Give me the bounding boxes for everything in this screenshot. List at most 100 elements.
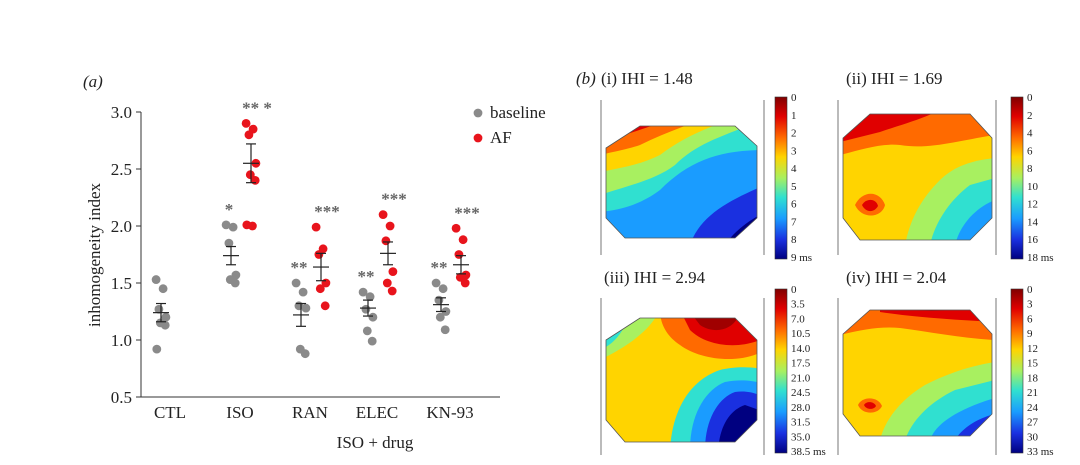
data-point-baseline <box>440 325 450 335</box>
x-tick-label: ISO <box>226 403 253 422</box>
data-point-af <box>385 221 395 231</box>
data-point-baseline <box>434 295 444 305</box>
data-point-baseline <box>151 275 161 284</box>
colorbar-iv <box>1010 288 1024 454</box>
colorbar-tick-label: 16 <box>1027 234 1039 246</box>
axes <box>136 111 500 398</box>
colorbar-tick-label: 1 <box>791 110 797 122</box>
map-label-iii: (iii) IHI = 2.94 <box>604 268 706 287</box>
colorbar-tick-label: 12 <box>1027 199 1038 211</box>
map-outline-iv <box>842 309 993 437</box>
data-point-baseline <box>361 304 371 314</box>
legend-marker-af <box>473 133 483 143</box>
significance-marker: ** * <box>242 98 272 117</box>
colorbar-tick-label: 12 <box>1027 343 1038 355</box>
data-point-af <box>245 170 255 180</box>
x-tick-label: CTL <box>154 403 186 422</box>
legend-marker-baseline <box>473 108 483 118</box>
data-point-af <box>451 223 461 233</box>
colorbar-tick-label: 15 <box>1027 358 1039 370</box>
colorbar-tick-label: 18 ms <box>1027 252 1054 264</box>
map-outline-ii <box>842 113 993 241</box>
colorbar-tick-label: 3.5 <box>791 299 805 311</box>
colorbar-tick-label: 6 <box>1027 313 1033 325</box>
colorbar-tick-label: 24.5 <box>791 387 811 399</box>
x-tick-label: KN-93 <box>426 403 473 422</box>
x-axis-label: ISO + drug <box>337 433 414 452</box>
panel-a-label: (a) <box>83 72 103 91</box>
colorbar-tick-label: 30 <box>1027 431 1039 443</box>
data-point-baseline <box>367 336 377 346</box>
colorbar-tick-label: 31.5 <box>791 417 811 429</box>
data-point-af <box>241 119 251 128</box>
colorbar-tick-label: 9 <box>1027 328 1033 340</box>
data-point-af <box>454 250 464 259</box>
colorbar-tick-label: 9 ms <box>791 252 812 264</box>
data-point-baseline <box>362 326 372 336</box>
significance-marker: ** <box>431 258 448 277</box>
significance-annotations: *** ** **** ********** <box>225 98 480 286</box>
data-point-baseline <box>435 312 445 322</box>
data-point-baseline <box>298 287 308 297</box>
activation-map-iii <box>606 318 757 442</box>
data-point-baseline <box>300 349 310 359</box>
significance-marker: * <box>225 200 234 219</box>
y-tick-label: 1.0 <box>111 331 132 350</box>
colorbar-tick-label: 7.0 <box>791 313 805 325</box>
data-point-baseline <box>291 278 301 288</box>
data-point-af <box>248 221 257 231</box>
colorbar-tick-label: 27 <box>1027 417 1039 429</box>
x-tick-label: RAN <box>292 403 328 422</box>
colorbar-tick-label: 0 <box>791 284 797 296</box>
data-point-af <box>320 301 330 311</box>
y-tick-label: 2.0 <box>111 217 132 236</box>
data-point-af <box>387 286 397 296</box>
data-point-baseline <box>221 220 231 230</box>
colorbar-tick-label: 38.5 ms <box>791 446 826 458</box>
y-tick-label: 0.5 <box>111 388 132 407</box>
colorbar-tick-label: 6 <box>1027 145 1033 157</box>
activation-map-ii <box>843 114 992 240</box>
panel-b-label: (b) <box>576 69 596 88</box>
error-bars <box>153 143 469 327</box>
data-point-baseline <box>228 222 238 232</box>
x-tick-label: ELEC <box>356 403 399 422</box>
data-point-af <box>455 272 465 282</box>
data-point-baseline <box>301 303 311 313</box>
colorbar-tick-label: 7 <box>791 216 797 228</box>
colorbar-tick-label: 0 <box>1027 92 1033 104</box>
colorbar-tick-label: 0 <box>791 92 797 104</box>
colorbar-iii <box>774 288 788 454</box>
legend-label-af: AF <box>490 128 512 147</box>
colorbar-ii <box>1010 96 1024 260</box>
map-label-ii: (ii) IHI = 1.69 <box>846 69 942 88</box>
colorbar-tick-label: 2 <box>791 128 797 140</box>
panel-b-maps: (b) (i) IHI = 1.48 (ii) IHI = 1.69 (iii)… <box>576 69 1054 458</box>
colorbar-tick-label: 33 ms <box>1027 446 1054 458</box>
significance-marker: ** <box>358 267 375 286</box>
data-point-baseline <box>368 312 378 322</box>
data-point-af <box>382 278 392 288</box>
data-point-af <box>314 250 324 259</box>
activation-map-iv <box>843 310 992 436</box>
colorbar-tick-label: 5 <box>791 181 797 193</box>
data-point-baseline <box>152 344 162 354</box>
colorbar-tick-label: 17.5 <box>791 358 811 370</box>
colorbar-tick-label: 28.0 <box>791 402 811 414</box>
map-outline-i <box>605 125 758 239</box>
data-point-baseline <box>158 284 168 294</box>
data-point-baseline <box>438 284 448 294</box>
colorbar-tick-label: 4 <box>791 163 797 175</box>
data-point-af <box>460 278 470 288</box>
data-points <box>151 119 471 359</box>
data-point-af <box>244 130 254 140</box>
colorbar-tick-label: 6 <box>791 199 797 211</box>
data-point-af <box>381 236 391 246</box>
data-point-baseline <box>161 312 171 322</box>
map-outline-iii <box>605 317 758 443</box>
y-tick-label: 1.5 <box>111 274 132 293</box>
data-point-baseline <box>365 292 375 302</box>
colorbar-tick-label: 18 <box>1027 372 1039 384</box>
